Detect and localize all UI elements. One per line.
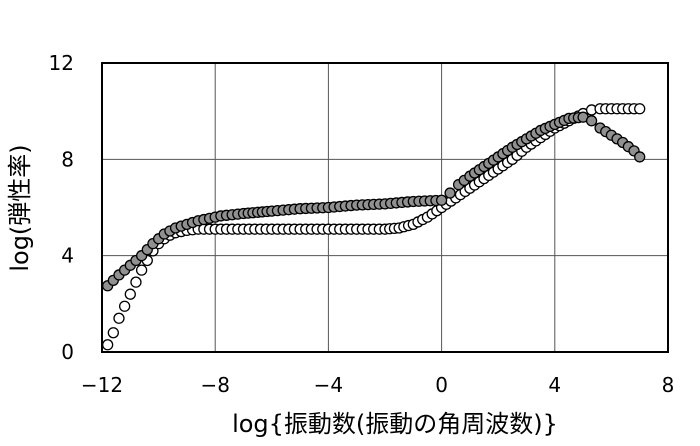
x-axis-title: log{振動数(振動の角周波数)} (232, 410, 558, 438)
data-point-series-1 (113, 312, 125, 324)
data-point-series-1 (135, 264, 148, 276)
y-tick-label: 4 (61, 244, 74, 268)
x-tick-label: −4 (314, 373, 343, 397)
data-point-series-2 (634, 151, 646, 163)
data-point-series-1 (130, 276, 142, 288)
x-tick-label: 4 (548, 373, 561, 397)
y-axis-title: log(弾性率) (6, 144, 34, 271)
y-tick-label: 12 (49, 51, 74, 75)
y-tick-label: 8 (61, 147, 74, 171)
data-point-series-1 (107, 327, 119, 339)
x-tick-labels: −12 −8 −4 0 4 8 (81, 373, 674, 397)
data-point-series-2 (444, 187, 456, 199)
data-point-series-1 (634, 103, 646, 115)
data-point-series-1 (118, 300, 131, 312)
data-points (102, 103, 646, 351)
data-point-series-1 (124, 288, 136, 300)
data-point-series-2 (435, 194, 448, 206)
x-tick-label: 0 (435, 373, 448, 397)
y-tick-labels: 0 4 8 12 (49, 51, 74, 364)
x-tick-label: 8 (662, 373, 675, 397)
data-point-series-1 (102, 339, 114, 351)
y-tick-label: 0 (61, 340, 74, 364)
data-point-series-2 (585, 115, 598, 127)
x-tick-label: −8 (200, 373, 229, 397)
x-tick-label: −12 (81, 373, 123, 397)
plot-area (101, 62, 669, 353)
